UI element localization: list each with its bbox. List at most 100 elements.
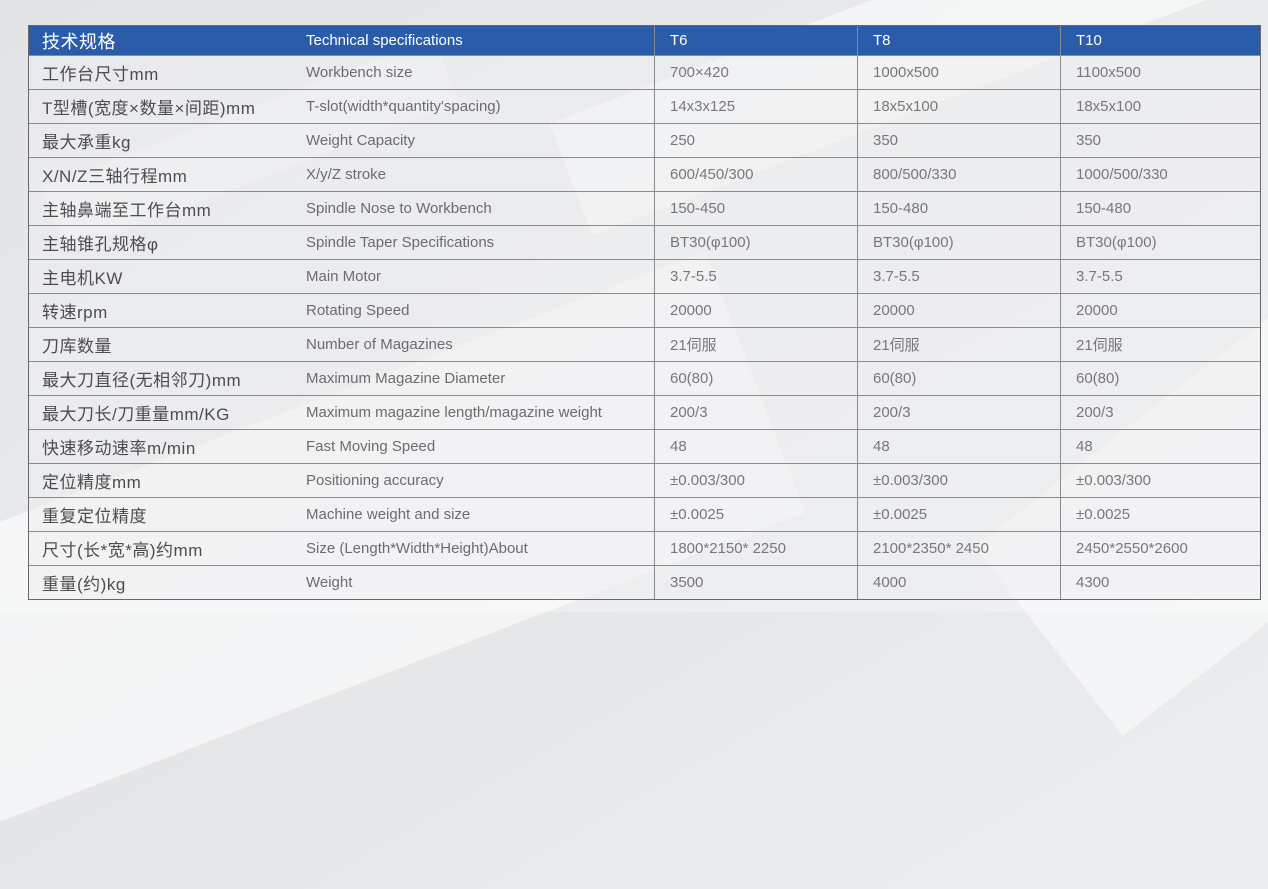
- spec-label-zh: 主轴锥孔规格φ: [42, 235, 159, 254]
- spec-label-en: T-slot(width*quantity'spacing): [306, 98, 501, 115]
- spec-label-zh: 主轴鼻端至工作台mm: [42, 201, 212, 220]
- spec-label-en: Maximum magazine length/magazine weight: [306, 404, 602, 421]
- spec-label-cell: 工作台尺寸mm Workbench size: [29, 56, 654, 89]
- spec-label-cell: 定位精度mm Positioning accuracy: [29, 464, 654, 497]
- spec-value-t6: 20000: [654, 294, 857, 327]
- spec-label-en: X/y/Z stroke: [306, 166, 387, 183]
- spec-label-en: Machine weight and size: [306, 506, 471, 523]
- spec-value-t10: 200/3: [1060, 396, 1258, 429]
- spec-value-t8: BT30(φ100): [857, 226, 1060, 259]
- spec-label-cell: 重复定位精度 Machine weight and size: [29, 498, 654, 531]
- spec-label-cell: 转速rpm Rotating Speed: [29, 294, 654, 327]
- spec-value-t10: BT30(φ100): [1060, 226, 1258, 259]
- spec-label-zh: 刀库数量: [42, 337, 112, 356]
- spec-label-en: Maximum Magazine Diameter: [306, 370, 506, 387]
- spec-value-t6: 3500: [654, 566, 857, 599]
- spec-label-zh: 快速移动速率m/min: [42, 439, 196, 458]
- spec-value-t6: 250: [654, 124, 857, 157]
- spec-row: 工作台尺寸mm Workbench size 700×420 1000x500 …: [29, 55, 1260, 89]
- spec-label-zh: 定位精度mm: [42, 473, 142, 492]
- spec-label-cell: 快速移动速率m/min Fast Moving Speed: [29, 430, 654, 463]
- spec-value-t10: 18x5x100: [1060, 90, 1258, 123]
- spec-label-cell: 尺寸(长*宽*高)约mm Size (Length*Width*Height)A…: [29, 532, 654, 565]
- spec-value-t8: 1000x500: [857, 56, 1060, 89]
- table-body: 工作台尺寸mm Workbench size 700×420 1000x500 …: [29, 55, 1260, 599]
- spec-value-t6: 150-450: [654, 192, 857, 225]
- spec-value-t10: 2450*2550*2600: [1060, 532, 1258, 565]
- spec-label-zh: 尺寸(长*宽*高)约mm: [42, 541, 203, 560]
- spec-value-t10: ±0.003/300: [1060, 464, 1258, 497]
- spec-value-t6: 48: [654, 430, 857, 463]
- spec-label-cell: X/N/Z三轴行程mm X/y/Z stroke: [29, 158, 654, 191]
- spec-row: 主轴鼻端至工作台mm Spindle Nose to Workbench 150…: [29, 191, 1260, 225]
- spec-label-en: Main Motor: [306, 268, 382, 285]
- spec-label-zh: 主电机KW: [42, 269, 123, 288]
- spec-label-en: Spindle Taper Specifications: [306, 234, 495, 251]
- spec-value-t8: 20000: [857, 294, 1060, 327]
- spec-row: 刀库数量 Number of Magazines 21伺服 21伺服 21伺服: [29, 327, 1260, 361]
- spec-value-t8: 350: [857, 124, 1060, 157]
- spec-value-t8: 48: [857, 430, 1060, 463]
- spec-label-cell: 重量(约)kg Weight: [29, 566, 654, 599]
- spec-value-t6: 3.7-5.5: [654, 260, 857, 293]
- spec-row: 重量(约)kg Weight 3500 4000 4300: [29, 565, 1260, 599]
- spec-value-t6: 14x3x125: [654, 90, 857, 123]
- spec-label-zh: 最大刀直径(无相邻刀)mm: [42, 371, 242, 390]
- spec-row: 尺寸(长*宽*高)约mm Size (Length*Width*Height)A…: [29, 531, 1260, 565]
- spec-value-t10: 1000/500/330: [1060, 158, 1258, 191]
- header-model-t8: T8: [857, 26, 1060, 55]
- spec-label-cell: 主轴鼻端至工作台mm Spindle Nose to Workbench: [29, 192, 654, 225]
- spec-row: 最大刀长/刀重量mm/KG Maximum magazine length/ma…: [29, 395, 1260, 429]
- spec-label-zh: X/N/Z三轴行程mm: [42, 167, 188, 186]
- spec-value-t8: 200/3: [857, 396, 1060, 429]
- spec-label-zh: 重量(约)kg: [42, 575, 126, 594]
- spec-row: 快速移动速率m/min Fast Moving Speed 48 48 48: [29, 429, 1260, 463]
- spec-value-t6: 60(80): [654, 362, 857, 395]
- spec-value-t10: 48: [1060, 430, 1258, 463]
- spec-value-t8: 800/500/330: [857, 158, 1060, 191]
- spec-value-t8: 21伺服: [857, 328, 1060, 361]
- spec-value-t6: 200/3: [654, 396, 857, 429]
- spec-value-t6: BT30(φ100): [654, 226, 857, 259]
- spec-value-t10: 350: [1060, 124, 1258, 157]
- spec-label-cell: 最大刀长/刀重量mm/KG Maximum magazine length/ma…: [29, 396, 654, 429]
- spec-value-t10: 60(80): [1060, 362, 1258, 395]
- header-model-t6: T6: [654, 26, 857, 55]
- spec-label-zh: T型槽(宽度×数量×间距)mm: [42, 99, 256, 118]
- spec-value-t10: 1100x500: [1060, 56, 1258, 89]
- spec-value-t10: 150-480: [1060, 192, 1258, 225]
- spec-table: 技术规格 Technical specifications T6 T8 T10 …: [28, 25, 1261, 600]
- spec-value-t10: 21伺服: [1060, 328, 1258, 361]
- spec-row: 转速rpm Rotating Speed 20000 20000 20000: [29, 293, 1260, 327]
- spec-label-zh: 最大刀长/刀重量mm/KG: [42, 405, 230, 424]
- spec-label-cell: 最大承重kg Weight Capacity: [29, 124, 654, 157]
- spec-value-t10: 3.7-5.5: [1060, 260, 1258, 293]
- spec-label-zh: 最大承重kg: [42, 133, 131, 152]
- spec-label-zh: 重复定位精度: [42, 507, 147, 526]
- spec-label-cell: 刀库数量 Number of Magazines: [29, 328, 654, 361]
- spec-value-t8: ±0.0025: [857, 498, 1060, 531]
- spec-row: 主轴锥孔规格φ Spindle Taper Specifications BT3…: [29, 225, 1260, 259]
- spec-label-zh: 转速rpm: [42, 303, 108, 322]
- spec-row: X/N/Z三轴行程mm X/y/Z stroke 600/450/300 800…: [29, 157, 1260, 191]
- spec-label-en: Positioning accuracy: [306, 472, 444, 489]
- spec-label-en: Weight Capacity: [306, 132, 415, 149]
- spec-row: 最大承重kg Weight Capacity 250 350 350: [29, 123, 1260, 157]
- spec-label-en: Number of Magazines: [306, 336, 453, 353]
- spec-value-t6: ±0.0025: [654, 498, 857, 531]
- spec-value-t8: 60(80): [857, 362, 1060, 395]
- spec-value-t8: 3.7-5.5: [857, 260, 1060, 293]
- spec-label-en: Rotating Speed: [306, 302, 410, 319]
- spec-label-en: Size (Length*Width*Height)About: [306, 540, 528, 557]
- spec-value-t6: ±0.003/300: [654, 464, 857, 497]
- spec-value-t6: 1800*2150* 2250: [654, 532, 857, 565]
- spec-label-cell: 主电机KW Main Motor: [29, 260, 654, 293]
- spec-value-t8: 150-480: [857, 192, 1060, 225]
- spec-value-t8: ±0.003/300: [857, 464, 1060, 497]
- spec-value-t10: 4300: [1060, 566, 1258, 599]
- spec-row: 定位精度mm Positioning accuracy ±0.003/300 ±…: [29, 463, 1260, 497]
- header-model-t10: T10: [1060, 26, 1258, 55]
- spec-value-t6: 21伺服: [654, 328, 857, 361]
- spec-label-cell: T型槽(宽度×数量×间距)mm T-slot(width*quantity'sp…: [29, 90, 654, 123]
- spec-value-t6: 600/450/300: [654, 158, 857, 191]
